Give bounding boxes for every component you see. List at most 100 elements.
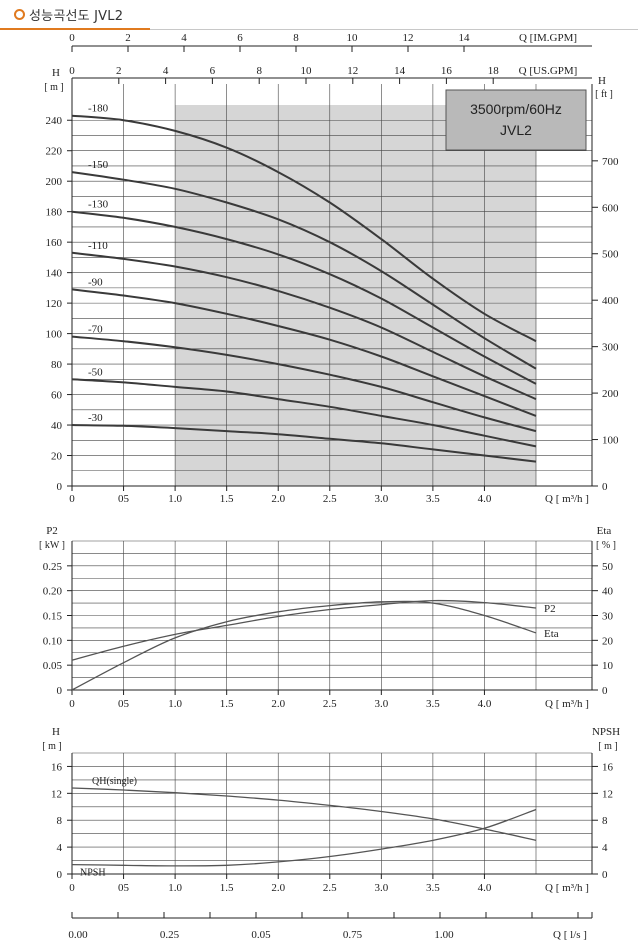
eta-curve <box>71 600 537 691</box>
qh-y-tick-label: 240 <box>46 115 63 127</box>
qh-ft-tick-label: 0 <box>602 481 608 493</box>
single-h-y-tick-label: 16 <box>51 761 63 773</box>
eta-y-tick-label: 10 <box>602 660 614 672</box>
single-h-y-tick-label: 0 <box>57 869 63 881</box>
p2-x-tick-label: 3.0 <box>374 698 388 710</box>
qh-single-curve-label: QH(single) <box>92 776 137 787</box>
qh-curve-label: -150 <box>88 159 109 171</box>
npsh-ylabel-unit: [ m ] <box>598 741 617 752</box>
npsh-x-tick-label: 1.0 <box>168 882 182 894</box>
npsh-x-tick-label: 1.5 <box>220 882 234 894</box>
p2-x-tick-label: 0 <box>69 698 75 710</box>
qh-curve-stage70 <box>71 335 537 433</box>
p2-y-tick-label: 0.10 <box>43 635 63 647</box>
p2-x-tick-label: 4.0 <box>478 698 492 710</box>
qh-ft-tick-label: 300 <box>602 342 619 354</box>
p2-x-tick-label: 3.5 <box>426 698 440 710</box>
qh-y-tick-label: 40 <box>51 420 63 432</box>
npsh-y-tick-label: 12 <box>602 788 613 800</box>
qh-curve-label: -110 <box>88 240 108 252</box>
im-gpm-axis-label: Q [IM.GPM] <box>519 32 577 44</box>
im-gpm-tick-label: 12 <box>403 32 414 44</box>
npsh-x-tick-label: 3.5 <box>426 882 440 894</box>
qh-curve-label: -30 <box>88 412 103 424</box>
qh-curve-stage30 <box>71 424 537 463</box>
qh-ylabel-right-h: H <box>598 75 606 87</box>
us-gpm-tick-label: 18 <box>488 65 500 77</box>
us-gpm-tick-label: 0 <box>69 65 75 77</box>
operating-range-shade <box>175 105 536 486</box>
single-h-ylabel: H <box>52 726 60 738</box>
p2-x-tick-label: 2.5 <box>323 698 337 710</box>
npsh-ylabel: NPSH <box>592 726 620 738</box>
speed-info-line2: JVL2 <box>500 122 532 138</box>
qh-y-tick-label: 20 <box>51 451 63 463</box>
npsh-y-tick-label: 8 <box>602 815 608 827</box>
us-gpm-tick-label: 2 <box>116 65 122 77</box>
qh-ft-tick-label: 600 <box>602 202 619 214</box>
us-gpm-tick-label: 16 <box>441 65 453 77</box>
single-h-y-tick-label: 8 <box>57 815 63 827</box>
us-gpm-tick-label: 8 <box>256 65 262 77</box>
npsh-x-tick-label: 0 <box>69 882 75 894</box>
qh-x-tick-label: 2.5 <box>323 493 337 505</box>
npsh-y-tick-label: 16 <box>602 761 614 773</box>
qh-y-tick-label: 60 <box>51 390 63 402</box>
qh-x-tick-label: 3.0 <box>374 493 388 505</box>
eta-y-tick-label: 40 <box>602 586 614 598</box>
npsh-x-tick-label: 05 <box>118 882 130 894</box>
qh-x-tick-label: 2.0 <box>271 493 285 505</box>
npsh-curve-label: NPSH <box>80 868 106 879</box>
eta-ylabel: Eta <box>597 525 612 537</box>
us-gpm-tick-label: 14 <box>394 65 406 77</box>
qh-curve-label: -50 <box>88 366 103 378</box>
im-gpm-tick-label: 4 <box>181 32 187 44</box>
qh-curve-label: -70 <box>88 324 103 336</box>
qh-y-tick-label: 120 <box>46 298 63 310</box>
qh-x-tick-label: 0 <box>69 493 75 505</box>
npsh-y-tick-label: 4 <box>602 842 608 854</box>
qh-curve-stage110 <box>71 251 537 401</box>
qh-y-tick-label: 180 <box>46 207 63 219</box>
qh-y-tick-label: 160 <box>46 237 63 249</box>
qh-ft-tick-label: 700 <box>602 156 619 168</box>
single-h-ylabel-unit: [ m ] <box>42 741 61 752</box>
p2-y-tick-label: 0.20 <box>43 586 63 598</box>
eta-y-tick-label: 0 <box>602 685 608 697</box>
p2-y-tick-label: 0.15 <box>43 611 63 623</box>
qh-x-tick-label: 05 <box>118 493 130 505</box>
qh-ft-tick-label: 200 <box>602 388 619 400</box>
qh-ylabel-h: H <box>52 67 60 79</box>
im-gpm-tick-label: 0 <box>69 32 75 44</box>
qh-y-tick-label: 220 <box>46 146 63 158</box>
qh-curve-label: -130 <box>88 199 109 211</box>
qh-y-tick-label: 0 <box>57 481 63 493</box>
us-gpm-tick-label: 4 <box>163 65 169 77</box>
im-gpm-tick-label: 14 <box>459 32 471 44</box>
p2-x-axis-label: Q [ m³/h ] <box>545 698 589 710</box>
qh-ylabel-unit: [ m ] <box>44 82 63 93</box>
us-gpm-tick-label: 6 <box>210 65 216 77</box>
p2-y-tick-label: 0.25 <box>43 561 63 573</box>
us-gpm-tick-label: 12 <box>347 65 358 77</box>
npsh-y-tick-label: 0 <box>602 869 608 881</box>
section-header: 성능곡선도 JVL2 <box>0 0 638 30</box>
p2-curve <box>71 599 537 661</box>
qh-curve-label: -180 <box>88 103 109 115</box>
qh-y-tick-label: 100 <box>46 329 63 341</box>
qh-curve-stage90 <box>71 288 537 417</box>
speed-info-box <box>445 89 587 151</box>
single-h-y-tick-label: 12 <box>51 788 62 800</box>
section-title: 성능곡선도 JVL2 <box>29 9 124 24</box>
npsh-x-tick-label: 2.0 <box>271 882 285 894</box>
qh-ft-tick-label: 100 <box>602 435 619 447</box>
ls-tick-label: 0.00 <box>68 929 88 941</box>
eta-y-tick-label: 20 <box>602 635 614 647</box>
ls-tick-label: 1.00 <box>434 929 454 941</box>
qh-x-tick-label: 1.5 <box>220 493 234 505</box>
eta-y-tick-label: 30 <box>602 611 614 623</box>
qh-curve-stage180 <box>71 114 537 343</box>
qh-x-tick-label: 1.0 <box>168 493 182 505</box>
im-gpm-tick-label: 10 <box>347 32 359 44</box>
p2-x-tick-label: 1.5 <box>220 698 234 710</box>
